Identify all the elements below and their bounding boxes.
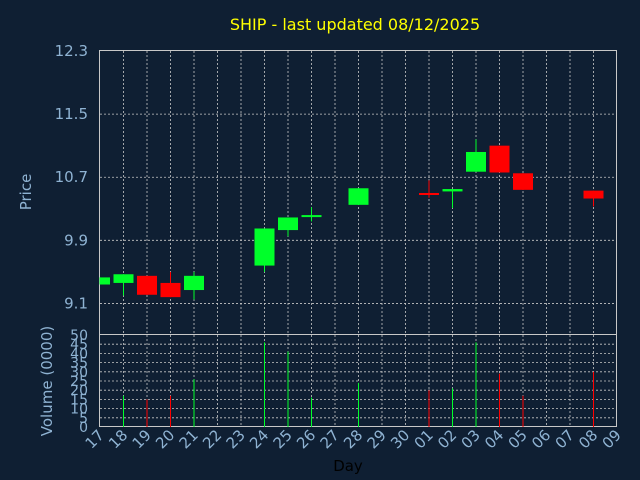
volume-tick-label: 10 <box>70 402 88 418</box>
candle-body <box>466 151 486 172</box>
x-tick-label: 24 <box>246 426 272 452</box>
x-tick-label: 19 <box>129 426 155 452</box>
volume-tick-label: 25 <box>70 374 88 390</box>
volume-tick-label: 20 <box>70 383 88 399</box>
volume-tick-label: 50 <box>70 328 88 344</box>
candle-body <box>348 188 369 205</box>
x-tick-label: 06 <box>528 426 554 452</box>
candle-body <box>184 275 204 291</box>
volume-axis-label: Volume (0000) <box>38 326 56 436</box>
candle-body <box>301 215 322 218</box>
price-axis-label: Price <box>17 174 35 211</box>
x-tick-label: 30 <box>387 426 413 452</box>
x-tick-label: 27 <box>317 426 343 452</box>
x-tick-label: 21 <box>176 426 202 452</box>
x-tick-label: 25 <box>270 426 296 452</box>
x-tick-label: 23 <box>223 426 249 452</box>
candle-body <box>419 193 439 195</box>
candle-body <box>160 282 181 298</box>
volume-tick-label: 40 <box>70 346 88 362</box>
volume-tick-label: 15 <box>70 392 88 408</box>
x-tick-label: 02 <box>434 426 460 452</box>
candle-body <box>137 275 157 295</box>
x-tick-label: 26 <box>293 426 319 452</box>
x-tick-label: 07 <box>552 426 578 452</box>
candle-body <box>254 228 275 266</box>
x-tick-label: 05 <box>505 426 531 452</box>
x-axis-label: Day <box>333 457 363 475</box>
x-tick-label: 18 <box>105 426 131 452</box>
x-tick-label: 29 <box>364 426 390 452</box>
x-tick-label: 04 <box>481 426 507 452</box>
volume-tick-label: 35 <box>70 356 88 372</box>
x-tick-label: 28 <box>340 426 366 452</box>
candle-body <box>513 173 533 190</box>
candle-body <box>583 190 604 199</box>
x-tick-label: 03 <box>458 426 484 452</box>
x-tick-label: 01 <box>411 426 437 452</box>
x-tick-label: 08 <box>575 426 601 452</box>
candle-body <box>442 189 463 192</box>
price-panel: 12.3 11.5 10.7 9.9 9.1 <box>55 42 617 335</box>
price-tick-label: 12.3 <box>55 42 88 60</box>
x-tick-label: 09 <box>599 426 625 452</box>
volume-tick-label: 45 <box>70 337 88 353</box>
price-tick-label: 11.5 <box>55 105 88 123</box>
candle-body <box>278 217 298 231</box>
price-tick-label: 9.1 <box>64 294 88 312</box>
volume-tick-label: 30 <box>70 365 88 381</box>
candle-body <box>489 145 510 173</box>
volume-tick-label: 5 <box>79 411 88 427</box>
price-tick-label: 9.9 <box>64 231 88 249</box>
price-tick-label: 10.7 <box>55 168 88 186</box>
x-tick-label: 22 <box>199 426 225 452</box>
volume-tick-label: 0 <box>79 420 88 436</box>
chart-title: SHIP - last updated 08/12/2025 <box>230 15 480 34</box>
candle-body <box>100 277 110 285</box>
x-tick-label: 20 <box>152 426 178 452</box>
candle-body <box>113 274 134 283</box>
